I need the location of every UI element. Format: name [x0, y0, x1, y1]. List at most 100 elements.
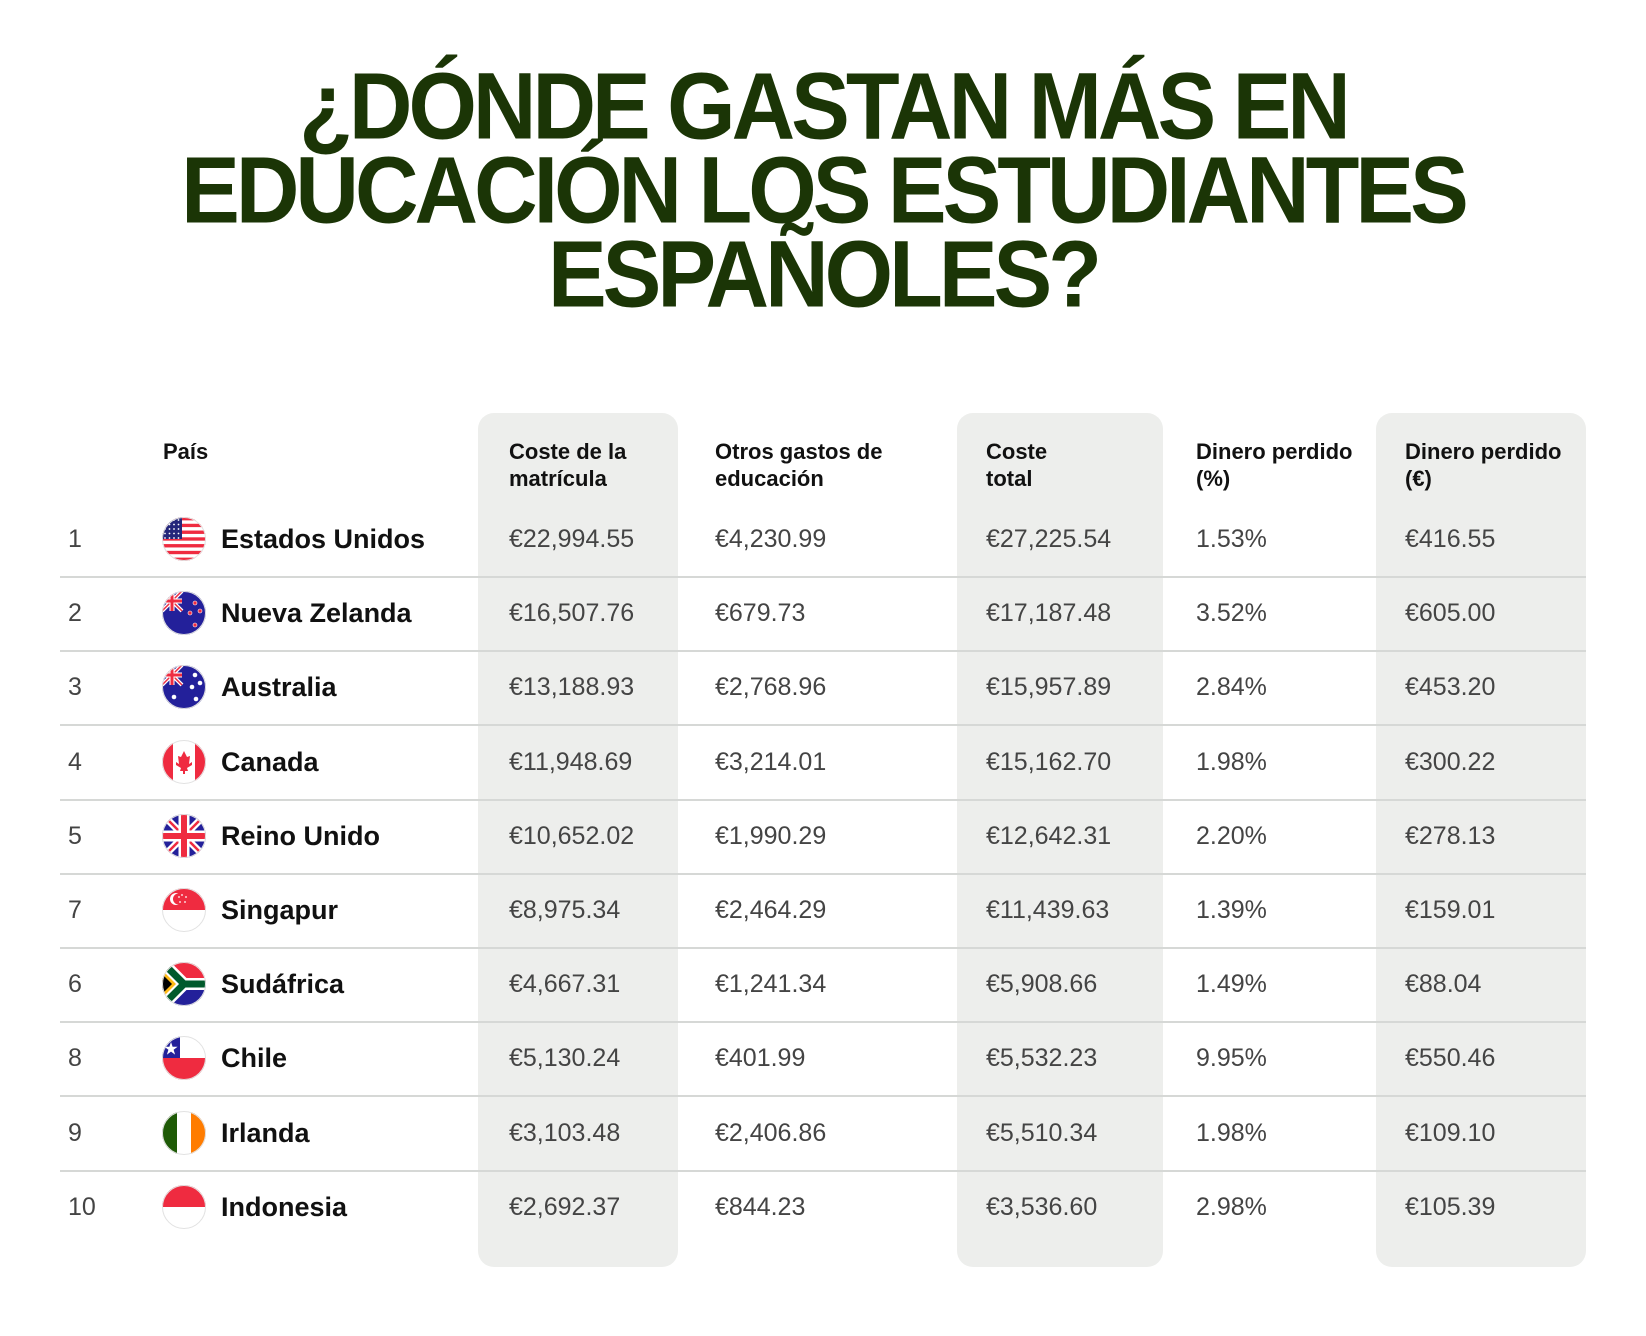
- tuition-cell: €8,975.34: [509, 896, 621, 924]
- row-divider: [60, 724, 1586, 727]
- tuition-cell: €4,667.31: [509, 970, 621, 999]
- other-cell: €844.23: [715, 1192, 806, 1221]
- table-row: 6 Sudáfrica €4,667.31 €1,241.34 €5,908.66 1.4…: [60, 945, 1586, 1024]
- lost-eur-cell: €300.22: [1405, 747, 1496, 776]
- flag-za-icon: [162, 962, 206, 1007]
- total-cell: €15,162.70: [986, 747, 1112, 776]
- header-line: Dinero perdido: [1196, 439, 1353, 464]
- total-cell: €17,187.48: [986, 599, 1112, 628]
- header-line: educación: [715, 466, 824, 491]
- total-cell: €5,532.23: [986, 1044, 1098, 1073]
- header-lost-pct: Dinero perdido (%): [1196, 438, 1352, 492]
- row-divider: [60, 1095, 1586, 1098]
- flag-gb-icon: [162, 813, 206, 858]
- country-name: Indonesia: [221, 1191, 348, 1222]
- rank-cell: 4: [68, 747, 82, 776]
- header-line: (€): [1405, 466, 1432, 491]
- lost-pct-cell: 3.52%: [1196, 599, 1267, 628]
- tuition-cell: €10,652.02: [509, 821, 635, 850]
- row-divider: [60, 650, 1586, 653]
- country-name: Sudáfrica: [221, 969, 345, 1000]
- other-cell: €1,241.34: [715, 970, 827, 999]
- table-row: 1 Estados Unidos €22,994.55 €4,230.99 €27,22…: [60, 500, 1586, 578]
- lost-eur-column-highlight: [1376, 413, 1586, 1267]
- lost-eur-cell: €88.04: [1405, 970, 1482, 999]
- page-title: ¿Dónde gastan más en educación los estud…: [0, 52, 1646, 321]
- header-country: País: [163, 439, 209, 464]
- country-name: Australia: [221, 672, 337, 703]
- total-cell: €12,642.31: [986, 821, 1112, 850]
- other-cell: €1,990.29: [715, 821, 827, 850]
- lost-pct-cell: 2.98%: [1196, 1192, 1267, 1221]
- country-name: Estados Unidos: [221, 524, 426, 554]
- total-cell: €5,908.66: [986, 970, 1098, 999]
- table-row: 5 Reino Unido €10,652.02 €1,990.29 €12,642.3…: [60, 797, 1586, 875]
- lost-eur-cell: €453.20: [1405, 673, 1496, 702]
- lost-pct-cell: 9.95%: [1196, 1044, 1267, 1073]
- lost-pct-cell: 1.98%: [1196, 1118, 1267, 1147]
- table-row: 9 Irlanda €3,103.48 €2,406.86 €5,510.34 1.98%…: [60, 1094, 1586, 1172]
- lost-pct-cell: 2.20%: [1196, 821, 1267, 850]
- total-cell: €3,536.60: [986, 1192, 1098, 1221]
- country-name: Reino Unido: [221, 820, 380, 851]
- header-other: Otros gastos de educación: [715, 438, 882, 492]
- flag-sg-icon: [162, 888, 206, 932]
- rank-cell: 2: [68, 599, 82, 628]
- row-divider: [60, 1021, 1586, 1024]
- header-line: Coste: [986, 439, 1048, 464]
- lost-pct-cell: 1.98%: [1196, 747, 1267, 776]
- table-row: 3 Australia €13,188.93 €2,768.96 €15,957.89 2…: [60, 648, 1586, 727]
- lost-eur-cell: €109.10: [1405, 1118, 1496, 1147]
- header-tuition: Coste de la matrícula: [509, 438, 626, 492]
- row-divider: [60, 1169, 1586, 1172]
- table-row: 4 Canada €11,948.69 €3,214.01 €15,162.70 1.98…: [60, 723, 1586, 801]
- lost-eur-cell: €416.55: [1405, 525, 1496, 553]
- other-cell: €679.73: [715, 599, 806, 628]
- title-line: ¿Dónde gastan más en: [299, 52, 1351, 159]
- country-name: Singapur: [221, 895, 339, 925]
- table-row: 8 Chile €5,130.24 €401.99 €5,532.23 9.95% €550…: [60, 1019, 1586, 1098]
- total-cell: €11,439.63: [986, 896, 1110, 924]
- rank-cell: 1: [68, 525, 82, 553]
- header-total: Coste total: [986, 438, 1047, 492]
- other-cell: €2,464.29: [715, 896, 827, 924]
- table-row: 7 Singapur €8,975.34 €2,464.29 €11,439.63 1.3…: [60, 871, 1586, 949]
- country-name: Chile: [221, 1043, 288, 1074]
- table-row: 2 Nueva Zelanda €16,507.76 €679.73 €17,187.4…: [60, 574, 1586, 653]
- header-line: Dinero perdido: [1405, 439, 1562, 464]
- flag-id-icon: [162, 1184, 206, 1229]
- flag-cl-icon: [162, 1036, 206, 1081]
- table-row: 10 Indonesia €2,692.37 €844.23 €3,536.60 2.98…: [60, 1168, 1586, 1246]
- header-line: matrícula: [509, 466, 607, 491]
- rank-cell: 5: [68, 821, 82, 850]
- lost-pct-cell: 2.84%: [1196, 673, 1267, 702]
- flag-ie-icon: [162, 1110, 206, 1155]
- rank-cell: 7: [68, 896, 82, 924]
- flag-ca-icon: [162, 739, 206, 784]
- lost-pct-cell: 1.39%: [1196, 896, 1267, 924]
- flag-nz-icon: [162, 591, 206, 636]
- rank-cell: 9: [68, 1118, 82, 1147]
- total-cell: €5,510.34: [986, 1118, 1098, 1147]
- lost-eur-cell: €105.39: [1405, 1192, 1496, 1221]
- other-cell: €401.99: [715, 1044, 806, 1073]
- total-cell: €15,957.89: [986, 673, 1112, 702]
- country-name: Nueva Zelanda: [221, 598, 412, 629]
- lost-pct-cell: 1.49%: [1196, 970, 1267, 999]
- tuition-cell: €22,994.55: [509, 525, 635, 553]
- other-cell: €4,230.99: [715, 525, 827, 553]
- flag-au-icon: [162, 665, 206, 710]
- country-name: Canada: [221, 746, 319, 777]
- flag-us-icon: [162, 517, 206, 561]
- lost-eur-cell: €278.13: [1405, 821, 1496, 850]
- rank-cell: 8: [68, 1044, 82, 1073]
- header-line: (%): [1196, 466, 1231, 491]
- tuition-cell: €16,507.76: [509, 599, 635, 628]
- lost-pct-cell: 1.53%: [1196, 525, 1267, 553]
- lost-eur-cell: €159.01: [1405, 896, 1496, 924]
- row-divider: [60, 947, 1586, 949]
- rank-cell: 3: [68, 673, 82, 702]
- title-line: españoles?: [547, 220, 1102, 327]
- total-cell: €27,225.54: [986, 525, 1112, 553]
- header-line: Otros gastos de: [715, 439, 883, 464]
